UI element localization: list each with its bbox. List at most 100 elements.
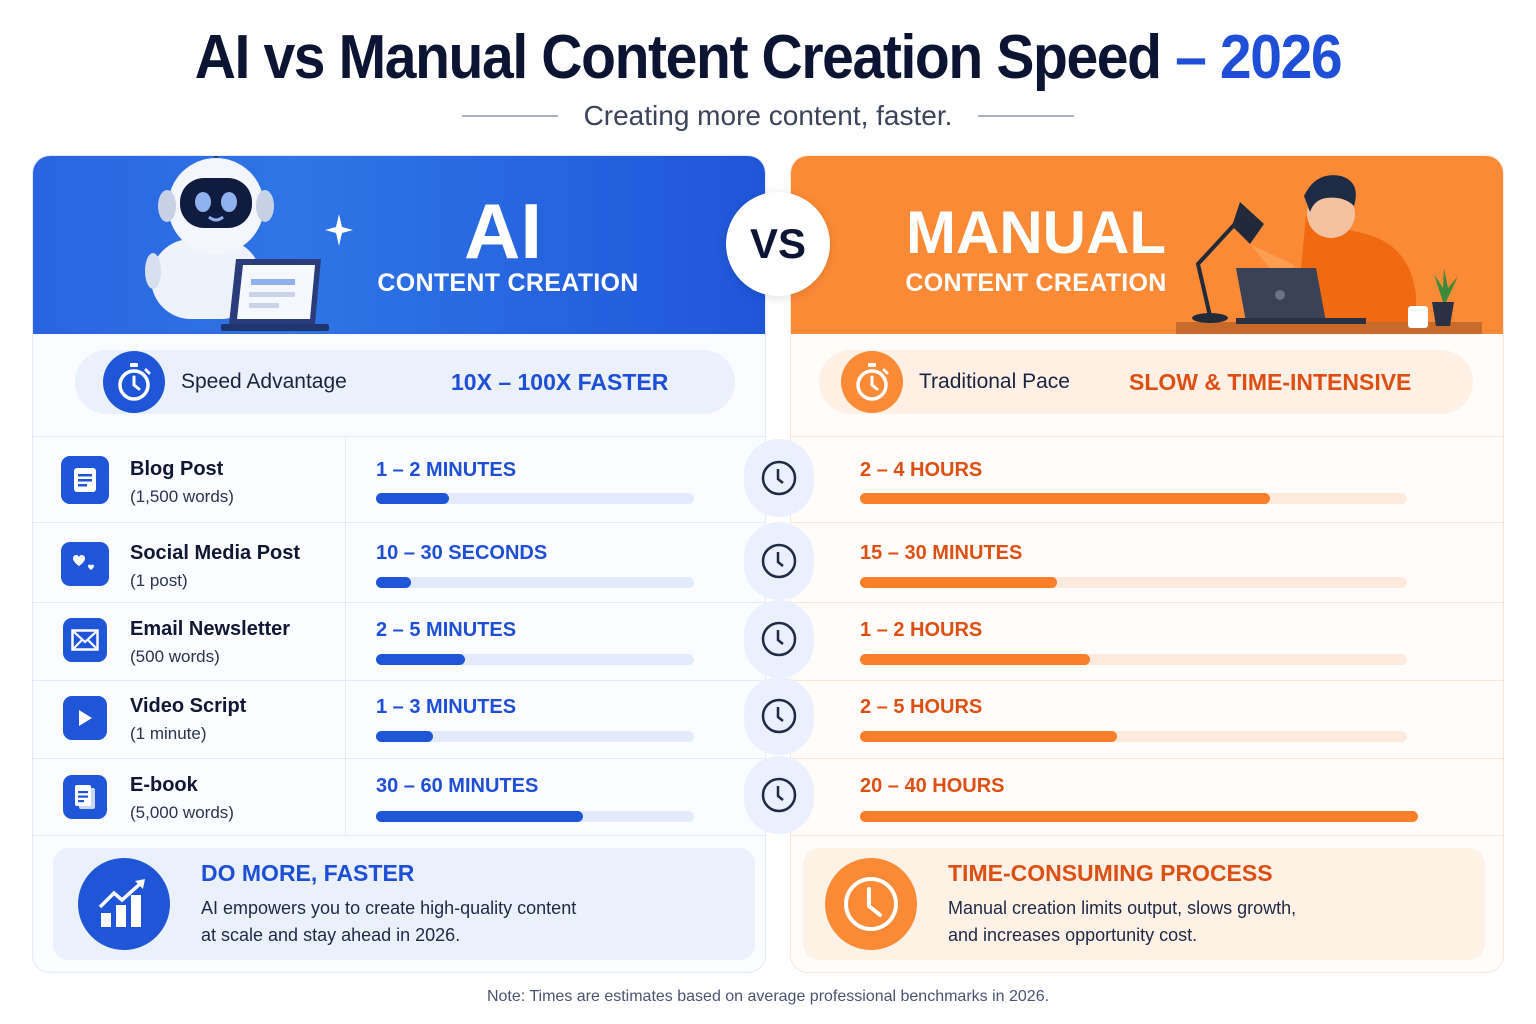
table-row: 1 – 2 HOURS [791,602,1503,680]
manual-time: 1 – 2 HOURS [860,619,983,641]
content-type-desc: (1 minute) [130,724,207,743]
manual-time-bar-fill [860,654,1090,665]
ai-hero-title: AI [464,187,542,275]
content-type-name: Social Media Post [130,542,301,564]
ai-time-bar [376,811,694,822]
manual-hero-title: MANUAL [906,199,1166,266]
table-row: 20 – 40 HOURS [791,758,1503,836]
ai-time-bar [376,493,694,504]
ai-time-bar-fill [376,731,434,742]
manual-time-bar [860,654,1407,665]
clock-icon [744,756,814,834]
ai-time-bar-fill [376,811,583,822]
ai-pill-value: 10X – 100X FASTER [451,368,669,395]
page-title: AI vs Manual Content Creation Speed – 20… [61,22,1474,93]
manual-time: 20 – 40 HOURS [860,775,1005,797]
ai-time: 1 – 2 MINUTES [376,459,517,481]
ai-hero-subtitle: CONTENT CREATION [377,269,639,297]
manual-time: 2 – 5 HOURS [860,696,983,718]
ai-time-bar [376,577,694,588]
divider-left [461,115,558,117]
document-icon [61,456,109,504]
manual-time-bar [860,811,1418,822]
table-row: Social Media Post (1 post) 10 – 30 SECON… [33,522,765,602]
table-row: 2 – 4 HOURS [791,436,1503,522]
title-accent: – 2026 [1175,23,1343,92]
content-type-name: Video Script [130,695,247,717]
subtitle-row: Creating more content, faster. [0,100,1536,132]
manual-callout-text: TIME-CONSUMING PROCESS Manual creation l… [948,860,1296,949]
clock-icon [744,677,814,755]
clock-icon [825,858,917,950]
manual-hero-banner: MANUAL CONTENT CREATION [791,156,1503,334]
pages-icon [63,775,107,819]
title-main: AI vs Manual Content Creation Speed [194,23,1162,92]
ai-time: 30 – 60 MINUTES [376,775,539,797]
manual-time-bar-fill [860,493,1271,504]
manual-pace-pill: Traditional Pace SLOW & TIME-INTENSIVE [819,350,1473,414]
table-row: Video Script (1 minute) 1 – 3 MINUTES [33,680,765,758]
manual-time: 15 – 30 MINUTES [860,542,1023,564]
table-row: E-book (5,000 words) 30 – 60 MINUTES [33,758,765,836]
clock-icon [744,522,814,600]
manual-time-bar [860,731,1407,742]
ai-rows: Blog Post (1,500 words) 1 – 2 MINUTES So… [33,436,765,836]
ai-time: 2 – 5 MINUTES [376,619,517,641]
manual-pill-value: SLOW & TIME-INTENSIVE [1129,368,1412,395]
manual-callout-body-2: and increases opportunity cost. [948,924,1198,945]
ai-callout-text: DO MORE, FASTER AI empowers you to creat… [201,860,576,949]
stopwatch-icon [841,351,903,413]
manual-pill-label: Traditional Pace [919,370,1070,393]
content-type-desc: (1 post) [130,571,188,590]
envelope-icon [63,618,107,662]
manual-time-bar-fill [860,731,1118,742]
ai-time-bar [376,731,694,742]
ai-time: 10 – 30 SECONDS [376,542,548,564]
manual-time-bar [860,577,1407,588]
manual-time-bar [860,493,1407,504]
robot-illustration-icon [145,156,353,331]
clock-icon [744,600,814,678]
ai-hero-banner: AI CONTENT CREATION [33,156,765,334]
content-type-desc: (5,000 words) [130,803,234,822]
manual-time-bar-fill [860,577,1057,588]
subtitle: Creating more content, faster. [583,100,953,131]
ai-callout: DO MORE, FASTER AI empowers you to creat… [53,848,755,960]
manual-hero-subtitle: CONTENT CREATION [905,269,1167,297]
divider-right [978,115,1075,117]
footnote: Note: Times are estimates based on avera… [486,988,1050,1005]
ai-time-bar-fill [376,577,411,588]
manual-time-bar-fill [860,811,1418,822]
person-at-desk-illustration-icon [1176,175,1482,334]
clock-icon [744,439,814,517]
ai-time-bar-fill [376,493,450,504]
content-type-desc: (500 words) [130,647,220,666]
ai-time: 1 – 3 MINUTES [376,696,517,718]
vs-badge: VS [726,192,830,296]
ai-panel: AI CONTENT CREATION Speed Advantage 10X … [32,155,766,973]
ai-callout-title: DO MORE, FASTER [201,859,415,886]
ai-callout-body-1: AI empowers you to create high-quality c… [201,897,577,918]
manual-rows: 2 – 4 HOURS 15 – 30 MINUTES 1 – 2 HOURS … [791,436,1503,836]
manual-time: 2 – 4 HOURS [860,459,983,481]
play-icon [63,696,107,740]
manual-panel: MANUAL CONTENT CREATION Traditional Pace… [790,155,1504,973]
content-type-name: E-book [130,774,198,796]
manual-callout: TIME-CONSUMING PROCESS Manual creation l… [803,848,1485,960]
table-row: Blog Post (1,500 words) 1 – 2 MINUTES [33,436,765,522]
table-row: Email Newsletter (500 words) 2 – 5 MINUT… [33,602,765,680]
content-type-name: Blog Post [130,458,224,480]
manual-callout-body-1: Manual creation limits output, slows gro… [948,897,1297,918]
ai-callout-body-2: at scale and stay ahead in 2026. [201,924,461,945]
manual-callout-title: TIME-CONSUMING PROCESS [948,859,1273,886]
ai-pill-label: Speed Advantage [181,370,347,393]
ai-time-bar [376,654,694,665]
content-type-desc: (1,500 words) [130,487,234,506]
content-type-name: Email Newsletter [130,618,291,640]
table-row: 2 – 5 HOURS [791,680,1503,758]
ai-time-bar-fill [376,654,466,665]
chat-hearts-icon [61,542,109,586]
growth-chart-icon [78,858,170,950]
stopwatch-icon [103,351,165,413]
ai-speed-pill: Speed Advantage 10X – 100X FASTER [75,350,735,414]
